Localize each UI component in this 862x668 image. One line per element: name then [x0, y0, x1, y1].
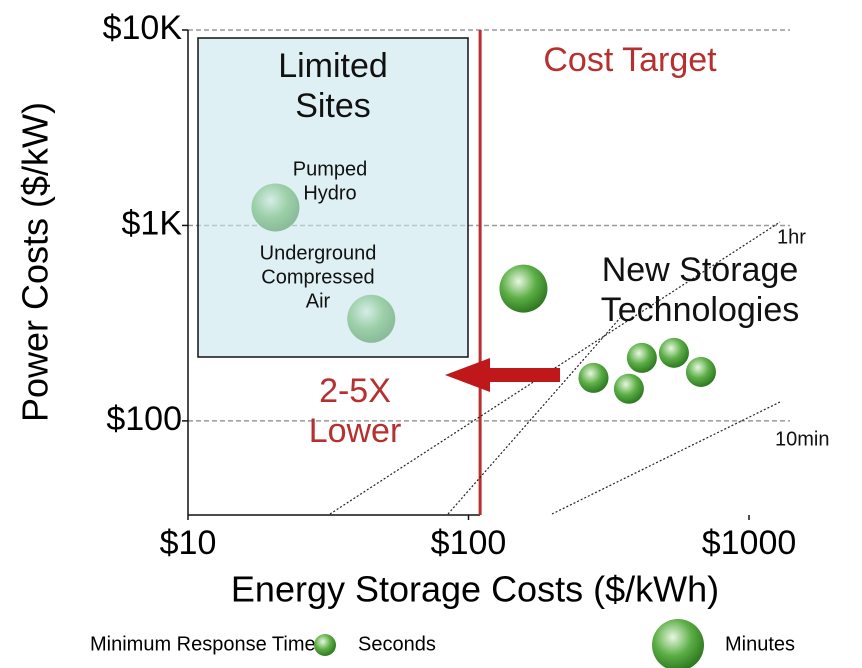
- point: [499, 264, 548, 313]
- y-tick-label: $100: [106, 400, 182, 438]
- time-guide: [447, 317, 621, 515]
- annotation: Compressed: [261, 266, 374, 288]
- annotation: Pumped: [293, 158, 368, 180]
- annotation: Technologies: [601, 291, 799, 329]
- legend-marker: [314, 634, 336, 656]
- annotation: 10min: [775, 428, 829, 450]
- point: [626, 342, 657, 373]
- annotation: Lower: [309, 412, 402, 450]
- y-tick-label: $1K: [122, 204, 183, 242]
- annotation: Sites: [295, 87, 371, 125]
- point: [578, 362, 609, 393]
- annotation: Underground: [260, 242, 377, 264]
- point: [658, 337, 689, 368]
- time-guide: [551, 401, 781, 515]
- x-axis-title: Energy Storage Costs ($/kWh): [231, 569, 719, 610]
- legend-title: Minimum Response Time: [90, 633, 316, 655]
- point: [685, 356, 716, 387]
- annotation: 1hr: [777, 226, 806, 248]
- annotation: New Storage: [602, 251, 799, 289]
- x-tick-label: $100: [431, 524, 507, 562]
- legend-label: Seconds: [358, 633, 436, 655]
- annotation: Cost Target: [543, 41, 717, 79]
- legend-label: Minutes: [725, 633, 795, 655]
- annotation: Limited: [278, 47, 388, 85]
- y-tick-label: $10K: [103, 9, 183, 47]
- limited-sites-box: [197, 37, 469, 358]
- x-tick-label: $10: [160, 524, 217, 562]
- annotation: Air: [306, 290, 331, 312]
- arrow: [445, 358, 560, 392]
- point: [613, 373, 644, 404]
- legend-marker: [652, 619, 704, 668]
- x-tick-label: $1000: [702, 524, 797, 562]
- annotation: Hydro: [303, 182, 356, 204]
- y-axis-title: Power Costs ($/kW): [15, 102, 56, 422]
- annotation: 2-5X: [319, 372, 391, 410]
